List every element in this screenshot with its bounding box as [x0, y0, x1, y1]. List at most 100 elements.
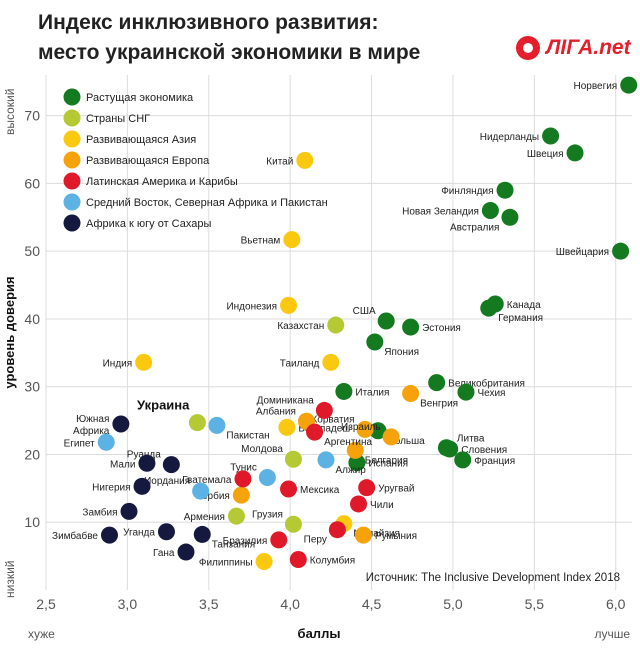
data-point — [335, 382, 353, 400]
x-low-label: хуже — [28, 627, 55, 641]
data-label: Гватемала — [182, 475, 232, 486]
title-line-1: Индекс инклюзивного развития: — [38, 11, 379, 34]
data-label: Италия — [355, 387, 389, 398]
data-point — [97, 433, 115, 451]
data-point — [289, 551, 307, 569]
data-label: Эстония — [422, 323, 461, 334]
data-point — [138, 454, 156, 472]
x-tick-label: 6,0 — [606, 596, 626, 612]
data-label: Пакистан — [226, 430, 269, 441]
data-point — [377, 312, 395, 330]
data-point — [369, 422, 387, 440]
data-point — [135, 353, 153, 371]
data-point — [162, 456, 180, 474]
data-label: Нигерия — [92, 482, 130, 493]
data-point — [193, 525, 211, 543]
y-high-label: высокий — [3, 89, 17, 135]
x-tick-label: 4,0 — [280, 596, 300, 612]
x-tick-label: 3,0 — [118, 596, 138, 612]
data-label: Франция — [474, 456, 515, 467]
data-point — [317, 451, 335, 469]
data-point — [157, 523, 175, 541]
data-label: Индия — [103, 358, 133, 369]
data-point — [280, 480, 298, 498]
legend-label: Развивающаяся Азия — [86, 134, 196, 146]
data-label: Польша — [388, 436, 426, 447]
data-point — [296, 151, 314, 169]
data-point — [100, 526, 118, 544]
data-label: Румыния — [375, 531, 417, 542]
y-tick-label: 10 — [24, 514, 40, 530]
legend-label: Средний Восток, Северная Африка и Пакист… — [86, 197, 328, 209]
data-point — [328, 521, 346, 539]
data-label: Аргентина — [324, 437, 372, 448]
legend-label: Африка к югу от Сахары — [86, 218, 211, 230]
data-label: Хорватия — [311, 414, 355, 425]
legend-label: Развивающаяся Европа — [86, 155, 210, 167]
data-point — [402, 318, 420, 336]
source-note: Источник: The Inclusive Development Inde… — [366, 572, 620, 584]
data-label: Литва — [457, 434, 485, 445]
data-label: Чили — [370, 500, 394, 511]
data-point — [227, 507, 245, 525]
y-low-label: низкий — [3, 561, 17, 599]
x-tick-label: 5,0 — [443, 596, 463, 612]
data-label: Зимбабве — [52, 530, 98, 542]
data-point — [354, 526, 372, 544]
data-point — [258, 469, 276, 487]
legend-marker — [63, 214, 81, 232]
data-point — [280, 296, 298, 314]
data-label: Швейцария — [556, 247, 609, 258]
y-tick-label: 30 — [24, 379, 40, 395]
data-point — [120, 502, 138, 520]
y-tick-label: 40 — [24, 311, 40, 327]
data-point — [283, 231, 301, 249]
data-label: Нидерланды — [480, 132, 539, 143]
data-point — [358, 479, 376, 497]
y-axis-title: уровень доверия — [2, 276, 17, 388]
data-label: Венгрия — [420, 398, 458, 409]
y-tick-label: 60 — [24, 175, 40, 191]
data-label: Африка — [73, 425, 110, 437]
data-point — [454, 451, 472, 469]
legend-label: Растущая экономика — [86, 92, 194, 104]
legend-marker — [63, 172, 81, 190]
data-point — [188, 414, 206, 432]
x-tick-label: 5,5 — [525, 596, 545, 612]
data-label: Австралия — [450, 222, 499, 233]
data-point — [402, 384, 420, 402]
data-point — [112, 415, 130, 433]
data-point — [542, 127, 560, 145]
data-point — [284, 450, 302, 468]
data-label: Армения — [184, 512, 225, 523]
data-label: Финляндия — [441, 186, 493, 197]
data-point — [350, 495, 368, 513]
data-label: Мали — [110, 459, 135, 470]
data-label: Норвегия — [573, 81, 617, 92]
logo-text: ЛIГА.net — [546, 36, 631, 59]
data-label: Доминикана — [257, 395, 315, 406]
data-label: Таиланд — [280, 358, 320, 369]
y-tick-label: 20 — [24, 446, 40, 462]
data-label: Япония — [384, 347, 419, 358]
data-label: Египет — [64, 438, 96, 449]
data-point — [306, 423, 324, 441]
y-tick-label: 50 — [24, 243, 40, 259]
data-point — [382, 428, 400, 446]
data-point — [566, 144, 584, 162]
legend-label: Страны СНГ — [86, 113, 150, 125]
liga-logo: ЛIГА.net — [516, 36, 634, 62]
data-label: Руанда — [127, 450, 161, 461]
data-point — [428, 374, 446, 392]
data-point — [612, 242, 630, 260]
data-label: Бангладеш — [298, 423, 350, 434]
data-label: Уругвай — [378, 484, 414, 495]
data-label: Казахстан — [277, 321, 324, 332]
data-point — [620, 76, 638, 94]
data-label: Грузия — [252, 509, 283, 520]
data-label: Молдова — [241, 444, 283, 455]
legend-marker — [63, 193, 81, 211]
data-label: Швеция — [527, 149, 564, 160]
data-point — [284, 515, 302, 533]
data-point — [208, 416, 226, 434]
